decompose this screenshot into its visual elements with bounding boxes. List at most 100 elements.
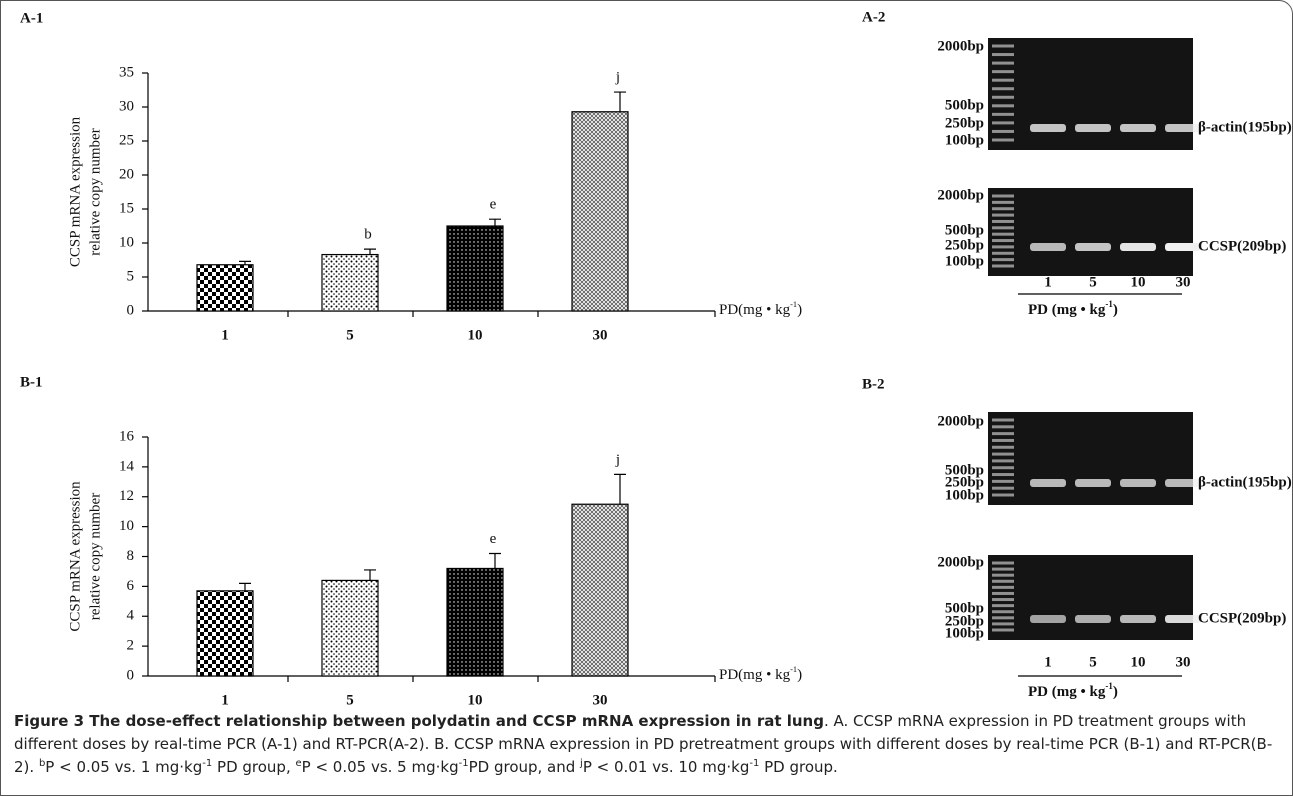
sample-band (1120, 124, 1156, 132)
ladder-band (992, 487, 1014, 490)
ladder-band (992, 459, 1014, 462)
sample-band (1165, 124, 1201, 132)
x-axis-label-text: ) (1113, 684, 1118, 700)
ladder-band (992, 419, 1014, 422)
figure-caption: Figure 3 The dose-effect relationship be… (14, 710, 1282, 779)
y-tick-label: 2 (127, 638, 135, 654)
panel-label: B-1 (20, 374, 43, 390)
caption-text: PD group. (759, 758, 837, 776)
error-bar (489, 554, 501, 569)
ladder-band (992, 425, 1014, 428)
sample-band (1075, 124, 1111, 132)
ladder-band (992, 45, 1014, 48)
sample-band (1075, 615, 1111, 623)
sample-band (1165, 243, 1201, 251)
ladder-band (992, 104, 1014, 107)
ladder-band (992, 252, 1014, 255)
panel-label: A-1 (20, 10, 43, 26)
x-axis-label-text: PD (mg • kg (1028, 684, 1106, 700)
y-tick-label: 5 (127, 268, 135, 284)
ladder-label: 2000bp (937, 38, 984, 54)
bar (322, 255, 378, 311)
ladder-label: 100bp (945, 487, 984, 503)
x-axis-label-sup: -1 (790, 665, 797, 674)
ladder-band (992, 466, 1014, 469)
sample-band (1030, 615, 1066, 623)
sample-band (1030, 479, 1066, 487)
ladder-label: 250bp (945, 115, 984, 131)
y-axis-label: relative copy number (87, 128, 103, 255)
bar (322, 580, 378, 676)
gel-row-label: CCSP(209bp) (1198, 238, 1286, 254)
caption-text: P < 0.05 vs. 1 mg·kg (45, 758, 202, 776)
gel-image (988, 555, 1193, 640)
lane-label: 10 (1131, 654, 1146, 670)
y-tick-label: 20 (119, 166, 134, 182)
ladder-band (992, 610, 1014, 613)
sample-band (1030, 124, 1066, 132)
lane-label: 30 (1176, 274, 1191, 290)
x-tick-label: 30 (593, 327, 608, 343)
ladder-label: 100bp (945, 253, 984, 269)
lane-label: 1 (1044, 274, 1052, 290)
y-tick-label: 25 (119, 132, 134, 148)
sample-band (1165, 615, 1201, 623)
sample-band (1075, 479, 1111, 487)
gel-image (988, 38, 1193, 150)
page: A-1CCSP mRNA expressionrelative copy num… (0, 0, 1293, 796)
caption-text: P < 0.05 vs. 5 mg·kg (302, 758, 459, 776)
ladder-band (992, 580, 1014, 583)
ladder-band (992, 629, 1014, 632)
ladder-band (992, 139, 1014, 142)
ladder-band (992, 233, 1014, 236)
caption-title: Figure 3 The dose-effect relationship be… (14, 712, 824, 730)
bar (447, 568, 503, 676)
ladder-band (992, 130, 1014, 133)
x-tick-label: 10 (468, 692, 483, 705)
ladder-band (992, 562, 1014, 565)
panel-label: A-2 (862, 9, 885, 25)
panel-label: B-2 (862, 376, 885, 392)
ladder-band (992, 62, 1014, 65)
y-axis-label: CCSP mRNA expression (67, 481, 83, 632)
ladder-band (992, 245, 1014, 248)
significance-label: b (364, 227, 372, 243)
error-bar (614, 474, 626, 504)
ladder-band (992, 439, 1014, 442)
x-axis-label: PD (mg • kg-1) (1028, 299, 1118, 318)
ladder-band (992, 494, 1014, 497)
sample-band (1075, 243, 1111, 251)
bar (197, 591, 253, 676)
ladder-band (992, 258, 1014, 261)
y-tick-label: 0 (127, 302, 135, 318)
x-axis-label: PD(mg • kg-1) (719, 300, 802, 319)
x-axis-label-text: PD(mg • kg (719, 302, 791, 318)
significance-label: e (490, 197, 497, 213)
x-tick-label: 1 (221, 692, 229, 705)
ladder-band (992, 592, 1014, 595)
ladder-band (992, 79, 1014, 82)
y-axis-label: CCSP mRNA expression (67, 116, 83, 267)
ladder-band (992, 604, 1014, 607)
x-axis-label-text: ) (797, 302, 802, 318)
y-tick-label: 15 (119, 200, 134, 216)
x-tick-label: 5 (346, 327, 354, 343)
ladder-band (992, 568, 1014, 571)
sample-band (1120, 615, 1156, 623)
bar (572, 112, 628, 311)
lane-label: 5 (1089, 274, 1097, 290)
gel-row-label: CCSP(209bp) (1198, 610, 1286, 626)
gel-row-label: β-actin(195bp) (1198, 119, 1292, 135)
x-axis-label-text: ) (797, 667, 802, 683)
caption-sup: -1 (202, 758, 212, 769)
ladder-band (992, 480, 1014, 483)
bar (197, 265, 253, 311)
caption-sup: -1 (749, 758, 759, 769)
sample-band (1120, 243, 1156, 251)
ladder-label: 500bp (945, 222, 984, 238)
ladder-band (992, 586, 1014, 589)
y-tick-label: 0 (127, 667, 135, 683)
ladder-band (992, 239, 1014, 242)
y-tick-label: 30 (119, 98, 134, 114)
